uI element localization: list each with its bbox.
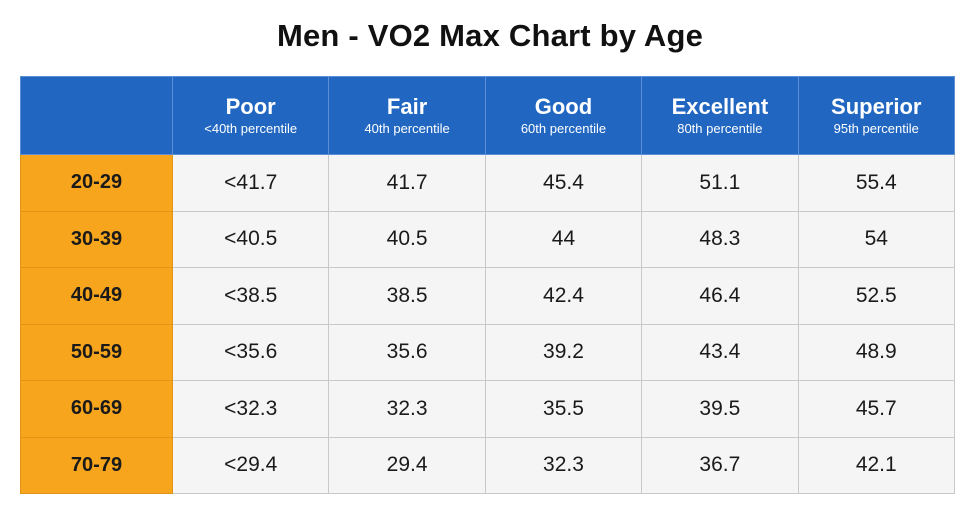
column-percentile: <40th percentile	[204, 121, 298, 136]
table-cell: <41.7	[171, 154, 330, 212]
age-range-cell: 20-29	[20, 154, 173, 212]
table-cell: 35.5	[484, 380, 643, 438]
column-percentile: 95th percentile	[833, 121, 919, 136]
table-cell: 45.4	[484, 154, 643, 212]
column-header-excellent: Excellent 80th percentile	[641, 76, 799, 155]
table-cell: 39.2	[484, 323, 643, 381]
table-row: 20-29 <41.7 41.7 45.4 51.1 55.4	[20, 154, 955, 212]
table-cell: <32.3	[171, 380, 330, 438]
table-cell: 46.4	[641, 267, 799, 325]
table-cell: 32.3	[484, 436, 643, 494]
table-cell: 51.1	[641, 154, 799, 212]
chart-title: Men - VO2 Max Chart by Age	[276, 18, 704, 53]
table-cell: 45.7	[797, 380, 955, 438]
column-header-good: Good 60th percentile	[484, 76, 643, 155]
table-cell: <40.5	[171, 210, 330, 268]
column-header-fair: Fair 40th percentile	[328, 76, 486, 155]
column-percentile: 60th percentile	[520, 121, 607, 136]
table-cell: 39.5	[641, 380, 799, 438]
table-cell: 29.4	[328, 436, 486, 494]
table-cell: 55.4	[797, 154, 955, 212]
column-name: Superior	[831, 94, 922, 119]
table-cell: <38.5	[171, 267, 330, 325]
table-cell: <35.6	[171, 323, 330, 381]
table-row: 40-49 <38.5 38.5 42.4 46.4 52.5	[20, 267, 955, 325]
table-cell: 52.5	[797, 267, 955, 325]
age-range-cell: 40-49	[20, 267, 173, 325]
table-cell: 32.3	[328, 380, 486, 438]
table-cell: <29.4	[171, 436, 330, 494]
table-cell: 48.9	[797, 323, 955, 381]
table-cell: 42.4	[484, 267, 643, 325]
table-row: 60-69 <32.3 32.3 35.5 39.5 45.7	[20, 380, 955, 438]
table-row: 70-79 <29.4 29.4 32.3 36.7 42.1	[20, 436, 955, 494]
column-name: Excellent	[671, 94, 769, 119]
table-cell: 44	[484, 210, 643, 268]
age-range-cell: 60-69	[20, 380, 173, 438]
table-cell: 38.5	[328, 267, 486, 325]
table-row: 50-59 <35.6 35.6 39.2 43.4 48.9	[20, 323, 955, 381]
header-corner-cell	[20, 76, 173, 155]
table-cell: 35.6	[328, 323, 486, 381]
column-name: Good	[534, 94, 593, 119]
column-percentile: 80th percentile	[677, 121, 763, 136]
column-percentile: 40th percentile	[364, 121, 450, 136]
column-header-superior: Superior 95th percentile	[797, 76, 955, 155]
table-cell: 41.7	[328, 154, 486, 212]
table-cell: 48.3	[641, 210, 799, 268]
table-row: 30-39 <40.5 40.5 44 48.3 54	[20, 210, 955, 268]
age-range-cell: 30-39	[20, 210, 173, 268]
age-range-cell: 70-79	[20, 436, 173, 494]
table-cell: 42.1	[797, 436, 955, 494]
column-name: Poor	[225, 94, 276, 119]
table-cell: 54	[797, 210, 955, 268]
table-cell: 36.7	[641, 436, 799, 494]
table-cell: 40.5	[328, 210, 486, 268]
column-header-poor: Poor <40th percentile	[171, 76, 330, 155]
table-cell: 43.4	[641, 323, 799, 381]
header-row: Poor <40th percentile Fair 40th percenti…	[20, 76, 955, 155]
vo2-max-table: Poor <40th percentile Fair 40th percenti…	[20, 76, 955, 494]
column-name: Fair	[386, 94, 428, 119]
age-range-cell: 50-59	[20, 323, 173, 381]
